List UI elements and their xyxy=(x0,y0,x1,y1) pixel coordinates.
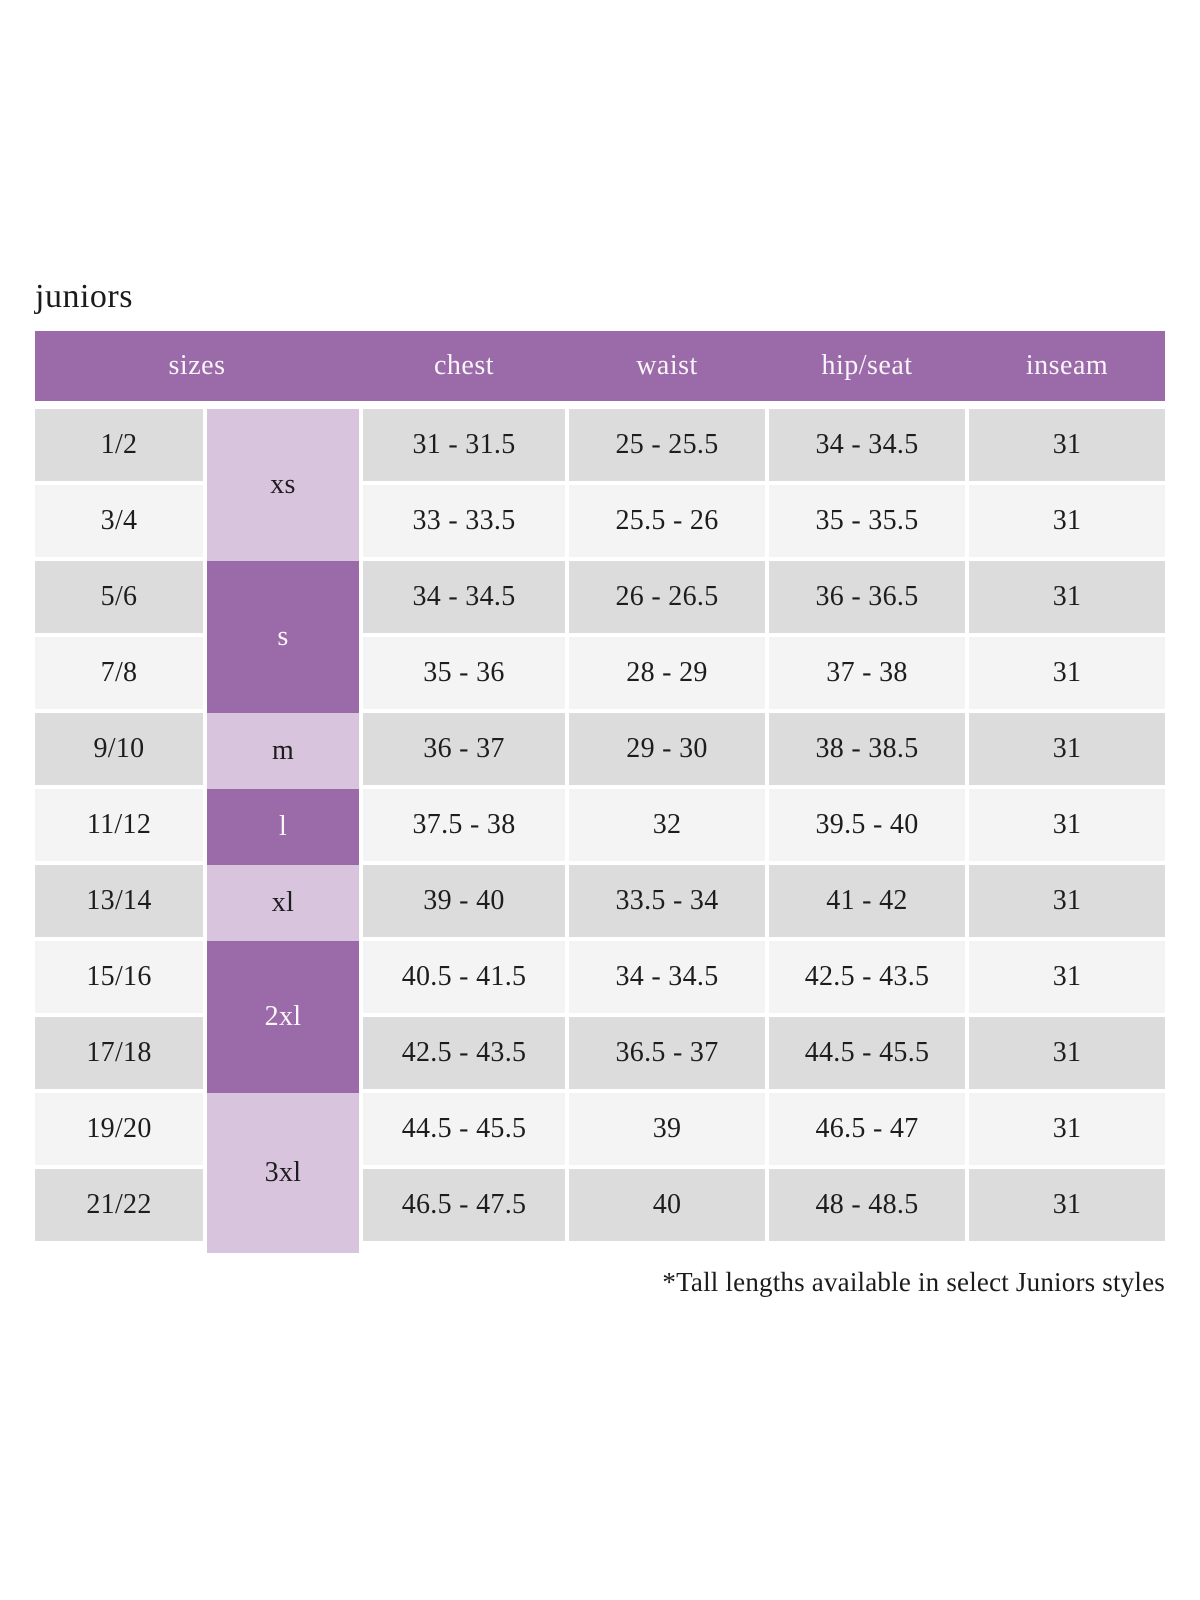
waist-cell: 40 xyxy=(569,1169,765,1242)
chest-cell: 44.5 - 45.5 xyxy=(363,1093,565,1166)
hip-seat-cell: 48 - 48.5 xyxy=(769,1169,965,1242)
waist-cell: 39 xyxy=(569,1093,765,1166)
inseam-cell: 31 xyxy=(969,713,1165,786)
table-body: 1/2 xs 31 - 31.5 25 - 25.5 34 - 34.5 31 3/4 33 … xyxy=(35,409,1165,1254)
inseam-cell: 31 xyxy=(969,561,1165,634)
chest-cell: 37.5 - 38 xyxy=(363,789,565,862)
inseam-cell: 31 xyxy=(969,789,1165,862)
inseam-cell: 31 xyxy=(969,409,1165,482)
chest-cell: 35 - 36 xyxy=(363,637,565,710)
size-cell: 1/2 xyxy=(35,409,203,482)
size-cell: 17/18 xyxy=(35,1017,203,1090)
waist-cell: 33.5 - 34 xyxy=(569,865,765,938)
waist-cell: 34 - 34.5 xyxy=(569,941,765,1014)
waist-cell: 26 - 26.5 xyxy=(569,561,765,634)
chest-cell: 31 - 31.5 xyxy=(363,409,565,482)
column-header-chest: chest xyxy=(433,350,495,382)
inseam-cell: 31 xyxy=(969,637,1165,710)
size-cell: 7/8 xyxy=(35,637,203,710)
waist-cell: 25 - 25.5 xyxy=(569,409,765,482)
size-group-cell: 2xl xyxy=(207,941,359,1094)
size-cell: 13/14 xyxy=(35,865,203,938)
juniors-size-table: sizes chest waist hip/seat inseam 1/2 xs 3… xyxy=(35,331,1165,1254)
chest-cell: 36 - 37 xyxy=(363,713,565,786)
chest-cell: 42.5 - 43.5 xyxy=(363,1017,565,1090)
footnote: *Tall lengths available in select Junior… xyxy=(662,1267,1165,1298)
inseam-cell: 31 xyxy=(969,1017,1165,1090)
inseam-cell: 31 xyxy=(969,485,1165,558)
hip-seat-cell: 41 - 42 xyxy=(769,865,965,938)
waist-cell: 28 - 29 xyxy=(569,637,765,710)
waist-cell: 32 xyxy=(569,789,765,862)
size-group-cell: xs xyxy=(207,409,359,562)
inseam-cell: 31 xyxy=(969,865,1165,938)
size-cell: 19/20 xyxy=(35,1093,203,1166)
column-header-sizes: sizes xyxy=(168,350,226,382)
inseam-cell: 31 xyxy=(969,1093,1165,1166)
size-group-cell: s xyxy=(207,561,359,714)
waist-cell: 36.5 - 37 xyxy=(569,1017,765,1090)
size-group-cell: l xyxy=(207,789,359,866)
hip-seat-cell: 38 - 38.5 xyxy=(769,713,965,786)
column-header-waist: waist xyxy=(636,350,698,382)
size-cell: 9/10 xyxy=(35,713,203,786)
page-title: juniors xyxy=(35,278,133,315)
hip-seat-cell: 36 - 36.5 xyxy=(769,561,965,634)
hip-seat-cell: 35 - 35.5 xyxy=(769,485,965,558)
inseam-cell: 31 xyxy=(969,941,1165,1014)
column-header-hip-seat: hip/seat xyxy=(821,350,913,382)
hip-seat-cell: 39.5 - 40 xyxy=(769,789,965,862)
size-group-cell: xl xyxy=(207,865,359,942)
size-group-cell: m xyxy=(207,713,359,790)
hip-seat-cell: 34 - 34.5 xyxy=(769,409,965,482)
size-cell: 11/12 xyxy=(35,789,203,862)
hip-seat-cell: 37 - 38 xyxy=(769,637,965,710)
chest-cell: 34 - 34.5 xyxy=(363,561,565,634)
hip-seat-cell: 46.5 - 47 xyxy=(769,1093,965,1166)
hip-seat-cell: 44.5 - 45.5 xyxy=(769,1017,965,1090)
table-header-row: sizes chest waist hip/seat inseam xyxy=(35,331,1165,402)
size-cell: 21/22 xyxy=(35,1169,203,1242)
size-cell: 5/6 xyxy=(35,561,203,634)
chest-cell: 39 - 40 xyxy=(363,865,565,938)
chest-cell: 33 - 33.5 xyxy=(363,485,565,558)
chest-cell: 40.5 - 41.5 xyxy=(363,941,565,1014)
column-header-inseam: inseam xyxy=(1025,350,1109,382)
waist-cell: 25.5 - 26 xyxy=(569,485,765,558)
size-cell: 3/4 xyxy=(35,485,203,558)
size-group-cell: 3xl xyxy=(207,1093,359,1254)
chest-cell: 46.5 - 47.5 xyxy=(363,1169,565,1242)
hip-seat-cell: 42.5 - 43.5 xyxy=(769,941,965,1014)
inseam-cell: 31 xyxy=(969,1169,1165,1242)
size-cell: 15/16 xyxy=(35,941,203,1014)
waist-cell: 29 - 30 xyxy=(569,713,765,786)
